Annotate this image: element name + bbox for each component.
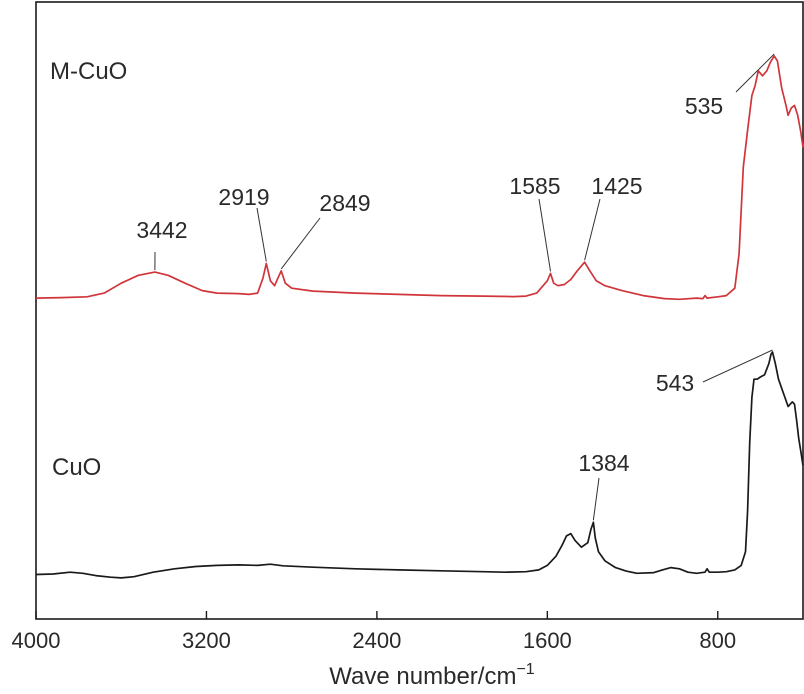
peak-label-cuo-543: 543: [656, 370, 694, 396]
x-tick-label-2400: 2400: [352, 628, 401, 653]
plot-frame: [35, 1, 804, 620]
peak-label-m-cuo-535: 535: [685, 93, 723, 119]
peak-label-m-cuo-2849: 2849: [319, 190, 370, 216]
peak-label-m-cuo-2919: 2919: [218, 184, 269, 210]
peak-label-m-cuo-3442: 3442: [136, 217, 187, 243]
series-line-m-cuo: [35, 55, 804, 301]
series-name-cuo: CuO: [52, 454, 101, 481]
peak-leader-cuo-543: [702, 349, 773, 383]
peak-leader-m-cuo-1425: [584, 198, 601, 261]
peak-leader-cuo-1384: [592, 477, 600, 521]
x-tick-label-3200: 3200: [182, 628, 231, 653]
series-layer: M-CuO CuO: [35, 55, 804, 579]
peak-label-m-cuo-1425: 1425: [591, 173, 642, 199]
peak-leader-m-cuo-535: [735, 53, 775, 93]
x-axis: 4000 3200 2400 1600 800: [12, 611, 736, 653]
x-tick-label-1600: 1600: [523, 628, 572, 653]
peak-leader-m-cuo-2919: [256, 207, 267, 262]
x-tick-label-4000: 4000: [12, 628, 61, 653]
peak-leader-m-cuo-2849: [280, 217, 321, 270]
peak-annotations: 3442 2919 2849 1585 1425 535 1384 543: [136, 53, 775, 521]
peak-label-m-cuo-1585: 1585: [509, 173, 560, 199]
plot-area: [35, 1, 804, 620]
series-name-m-cuo: M-CuO: [50, 58, 127, 85]
peak-label-cuo-1384: 1384: [578, 450, 629, 476]
peak-leader-m-cuo-1585: [538, 198, 552, 272]
x-tick-label-800: 800: [699, 628, 736, 653]
x-axis-title-superscript: −1: [516, 661, 534, 678]
x-axis-title: Wave number/cm−1: [329, 661, 535, 690]
series-line-cuo: [35, 351, 804, 579]
